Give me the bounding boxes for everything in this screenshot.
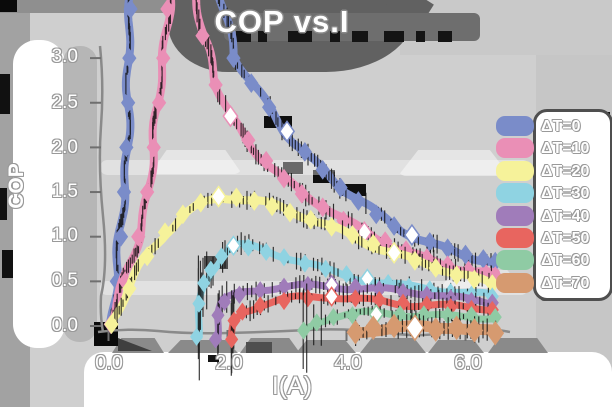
xtick-4.0: 4.0 <box>334 352 362 374</box>
left-smudge-3 <box>2 250 14 278</box>
bump-6 <box>428 340 484 353</box>
ytick-2.5: 2.5 <box>51 92 78 113</box>
xtick-0.0: 0.0 <box>95 352 123 374</box>
legend-swatch-dt50 <box>496 228 534 248</box>
bump-7 <box>488 338 548 353</box>
legend-swatch-dt60 <box>496 250 534 270</box>
ytick-1.5: 1.5 <box>51 181 78 202</box>
ylabel-strip-shade <box>63 46 97 342</box>
legend-swatch-dt40 <box>496 206 534 226</box>
left-smudge-2 <box>0 188 7 220</box>
title-dash-6 <box>384 31 404 42</box>
title-dash-8 <box>438 31 452 42</box>
plot-smudge-2 <box>283 162 303 174</box>
title-dash-7 <box>416 31 425 42</box>
xtick-6.0: 6.0 <box>454 352 482 374</box>
legend-box <box>533 109 612 301</box>
legend-label-dt50: ΔT=50 <box>541 230 590 247</box>
xtick-2.0: 2.0 <box>215 352 243 374</box>
legend-label-dt60: ΔT=60 <box>541 252 590 269</box>
ytick-2.0: 2.0 <box>51 137 78 158</box>
ylabel-strip <box>13 40 65 348</box>
ytick-0.5: 0.5 <box>51 270 78 291</box>
left-smudge-1 <box>0 74 10 114</box>
corner-smudge <box>0 0 17 12</box>
light-band-1 <box>100 160 530 175</box>
legend-label-dt30: ΔT=30 <box>541 185 590 202</box>
light-trap-2 <box>398 150 510 176</box>
xlabel-strip <box>84 352 612 407</box>
legend-swatch-dt10 <box>496 138 534 158</box>
title-dash-2 <box>258 31 267 42</box>
bump-4 <box>296 340 356 353</box>
title-dash-5 <box>352 31 368 42</box>
ytick-3.0: 3.0 <box>51 46 78 67</box>
ytick-1.0: 1.0 <box>51 225 78 246</box>
legend-label-dt20: ΔT=20 <box>541 163 590 180</box>
legend-swatch-dt30 <box>496 183 534 203</box>
title-dash-4 <box>330 31 340 42</box>
bottom-smudge <box>208 355 219 362</box>
legend-label-dt70: ΔT=70 <box>541 275 590 292</box>
chart-title: COP vs.I <box>214 4 350 39</box>
legend-swatch-dt0 <box>496 116 534 136</box>
title-dash-1 <box>236 31 251 42</box>
legend-swatch-dt70 <box>496 273 534 293</box>
bump-dark <box>246 342 272 353</box>
x-axis-label: I(A) <box>271 372 313 400</box>
title-dash-3 <box>288 31 312 42</box>
light-trap-1 <box>150 150 242 174</box>
ytick-0.0: 0.0 <box>51 315 78 336</box>
legend-label-dt0: ΔT=0 <box>541 118 581 135</box>
legend-label-dt10: ΔT=10 <box>541 140 590 157</box>
legend-label-dt40: ΔT=40 <box>541 208 590 225</box>
legend-swatch-dt20 <box>496 161 534 181</box>
bump-5 <box>360 338 426 353</box>
bump-2 <box>168 340 238 353</box>
